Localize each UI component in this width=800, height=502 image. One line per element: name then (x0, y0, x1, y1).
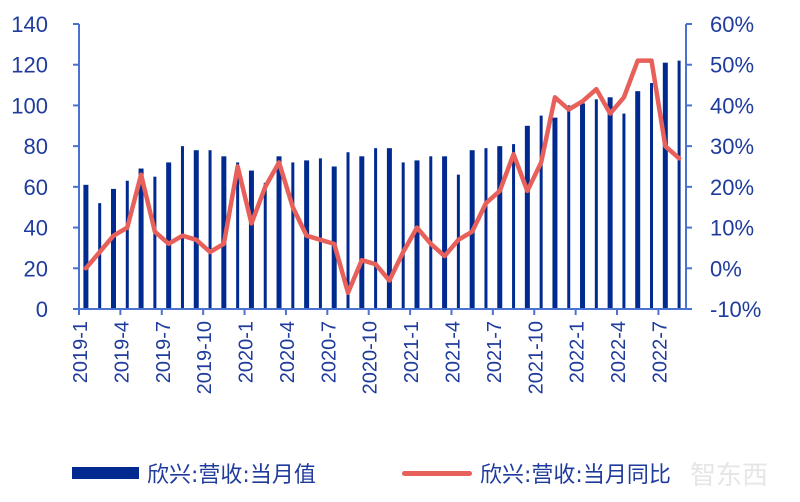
bar (677, 60, 681, 310)
x-tick-label: 2021-7 (484, 321, 506, 383)
bar (125, 180, 129, 309)
legend: 欣兴:营收:当月值 欣兴:营收:当月同比 (0, 455, 800, 495)
bar (291, 162, 295, 309)
bar (552, 117, 558, 310)
x-tick-label: 2022-4 (608, 321, 630, 383)
bar (429, 156, 433, 309)
bar (650, 83, 654, 310)
x-tick-label: 2020-10 (360, 321, 382, 394)
bar (318, 158, 322, 309)
yoy-line-series (83, 58, 682, 295)
bar (276, 156, 282, 309)
bar (374, 148, 378, 309)
x-tick-label: 2019-10 (194, 321, 216, 394)
bar (331, 166, 337, 309)
bar (607, 97, 613, 310)
left-tick-label: 120 (11, 53, 48, 78)
bar (263, 182, 267, 309)
legend-label-monthly-revenue: 欣兴:营收:当月值 (147, 463, 316, 488)
bar (110, 188, 116, 309)
bar (193, 150, 199, 309)
x-tick-label: 2021-4 (442, 321, 464, 383)
bar (236, 162, 240, 309)
x-tick-label: 2021-1 (401, 321, 423, 383)
bar (414, 160, 420, 309)
legend-label-yoy: 欣兴:营收:当月同比 (480, 463, 671, 488)
bar (497, 146, 503, 309)
bar (248, 170, 254, 309)
x-tick-label: 2022-1 (567, 321, 589, 383)
watermark-logo: 智东西 (690, 461, 769, 491)
x-tick-label: 2022-7 (649, 321, 671, 383)
bar (401, 162, 405, 309)
bar (539, 115, 543, 309)
bar (594, 99, 598, 309)
right-tick-label: 60% (710, 12, 754, 37)
right-tick-label: 0% (710, 256, 742, 281)
x-tick-label: 2020-1 (236, 321, 258, 383)
bar (98, 203, 102, 309)
bar (83, 184, 89, 309)
left-tick-label: 20 (24, 256, 48, 281)
bar (359, 156, 365, 309)
legend-item-yoy: 欣兴:营收:当月同比 (402, 457, 671, 489)
right-tick-label: 20% (710, 175, 754, 200)
bar (622, 113, 626, 309)
x-tick-label: 2019-7 (153, 321, 175, 383)
left-tick-label: 60 (24, 175, 48, 200)
bar-swatch-icon (72, 467, 139, 479)
right-tick-label: 30% (710, 134, 754, 159)
bar (567, 105, 571, 309)
x-tick-label: 2019-1 (70, 321, 92, 383)
x-tick-label: 2019-4 (111, 321, 133, 383)
x-tick-label: 2021-10 (525, 321, 547, 394)
left-tick-label: 140 (11, 12, 48, 37)
bar (386, 148, 392, 309)
x-tick-label: 2020-4 (277, 321, 299, 383)
bar (524, 125, 530, 310)
bar (635, 91, 641, 309)
bar (662, 62, 668, 309)
bar (442, 156, 448, 309)
bar (166, 162, 172, 309)
bar (580, 103, 586, 310)
bar (512, 144, 516, 309)
bar (153, 176, 157, 309)
bar (208, 150, 212, 309)
bar (180, 146, 184, 309)
combo-chart: 0 20 40 60 80 100 120 140 -10% 0% 10% 20% 30% 40% 50% 6… (11, 12, 761, 394)
left-tick-label: 0 (36, 297, 48, 322)
left-tick-label: 80 (24, 134, 48, 159)
right-tick-label: 50% (710, 53, 754, 78)
x-tick-label: 2020-7 (318, 321, 340, 383)
bar (484, 148, 488, 309)
line-swatch-icon (402, 470, 472, 476)
bar (346, 152, 350, 309)
legend-item-monthly-revenue: 欣兴:营收:当月值 (72, 457, 316, 489)
left-tick-label: 100 (11, 93, 48, 118)
right-tick-label: 40% (710, 93, 754, 118)
right-tick-label: -10% (710, 297, 761, 322)
left-tick-label: 40 (24, 216, 48, 241)
right-tick-label: 10% (710, 216, 754, 241)
bar (138, 168, 144, 309)
